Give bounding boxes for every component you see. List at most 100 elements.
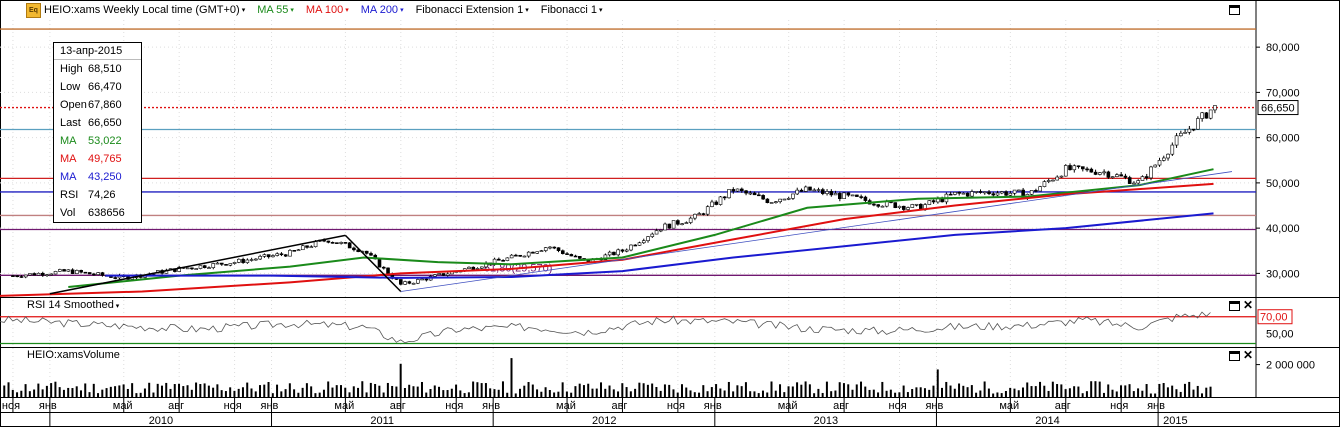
volume-bar <box>992 393 995 397</box>
volume-bar <box>476 382 479 397</box>
maximize-volume-pane-button[interactable] <box>1229 351 1240 361</box>
volume-bar <box>425 392 428 397</box>
indicator-ma55[interactable]: MA 55 ▾ <box>257 4 294 16</box>
volume-bar <box>744 382 747 397</box>
candle <box>343 242 348 244</box>
volume-bar <box>928 389 931 397</box>
volume-bar <box>160 385 163 397</box>
candle <box>769 202 774 204</box>
info-row: Last 66,650 <box>54 114 141 132</box>
rsi-pane-title[interactable]: RSI 14 Smoothed ▾ <box>27 299 120 311</box>
candle <box>1034 190 1038 192</box>
volume-bar <box>105 388 108 397</box>
volume-bar <box>983 381 986 397</box>
volume-bar <box>1141 390 1144 397</box>
candle <box>1098 172 1102 175</box>
volume-bar <box>766 392 769 397</box>
volume-bar <box>88 392 91 397</box>
candle <box>232 262 237 264</box>
info-row: RSI 74,26 <box>54 186 141 204</box>
candle <box>552 246 557 249</box>
volume-bar <box>382 392 385 397</box>
volume-bar <box>143 388 146 397</box>
volume-bar <box>582 385 585 397</box>
x-month-label: янв <box>39 400 57 412</box>
candle <box>641 240 646 244</box>
volume-bar <box>779 384 782 397</box>
volume-bar <box>463 393 466 397</box>
candle <box>1076 165 1081 168</box>
candle <box>437 273 441 275</box>
candle <box>991 193 996 196</box>
volume-bar <box>1154 393 1157 397</box>
volume-bar <box>800 384 803 397</box>
volume-bar <box>625 387 628 397</box>
volume-bar <box>634 388 637 397</box>
volume-bar <box>510 358 513 397</box>
candle <box>624 249 629 252</box>
candle <box>714 201 719 205</box>
info-row: Vol 638656 <box>54 204 141 222</box>
volume-bar <box>834 390 837 397</box>
volume-bar <box>75 386 78 397</box>
candle <box>820 189 825 194</box>
candle <box>100 272 105 276</box>
candle <box>501 260 505 262</box>
candle <box>727 189 731 199</box>
volume-pane-title[interactable]: HEIO:xamsVolume <box>27 349 120 361</box>
candle <box>381 266 386 269</box>
chart-title[interactable]: HEIO:xams Weekly Local time (GMT+0) ▾ <box>44 4 246 16</box>
volume-bar <box>310 386 313 397</box>
volume-bar <box>838 382 841 397</box>
volume-bar <box>847 384 850 397</box>
maximize-price-pane-button[interactable] <box>1229 5 1240 15</box>
candle <box>202 265 207 268</box>
candle <box>535 251 540 254</box>
candle <box>620 249 625 252</box>
x-month-label: ноя <box>224 400 242 412</box>
volume-bar <box>953 388 956 397</box>
x-month-label: ноя <box>1110 400 1128 412</box>
candle <box>748 192 753 195</box>
volume-bar <box>467 392 470 397</box>
candle <box>249 259 254 261</box>
x-year-label: 2013 <box>814 415 838 427</box>
candle <box>194 268 199 270</box>
indicator-ma200[interactable]: MA 200 ▾ <box>361 4 404 16</box>
candle <box>893 202 898 208</box>
volume-bar <box>975 392 978 397</box>
candle <box>850 194 855 197</box>
close-volume-pane-icon[interactable]: ✕ <box>1243 348 1254 362</box>
volume-bar <box>702 385 705 397</box>
candle <box>288 250 292 257</box>
volume-bar <box>501 381 504 397</box>
volume-bar <box>753 391 756 397</box>
volume-bar <box>864 386 867 397</box>
candle <box>185 267 190 270</box>
volume-bar <box>446 390 449 397</box>
info-date: 13-апр-2015 <box>54 43 141 60</box>
rsi-line <box>0 311 1211 344</box>
maximize-rsi-pane-button[interactable] <box>1229 301 1240 311</box>
volume-bar <box>1068 388 1071 397</box>
candle <box>927 200 932 205</box>
indicator-fib-extension[interactable]: Fibonacci Extension 1 ▾ <box>416 4 529 16</box>
volume-bar <box>450 388 453 397</box>
candle <box>245 259 250 263</box>
volume-bar <box>1188 381 1191 397</box>
info-value: 68,510 <box>88 63 122 75</box>
rsi-tick-label: 50,00 <box>1266 328 1294 340</box>
y-tick-label: 60,000 <box>1266 133 1300 145</box>
candle <box>578 256 582 259</box>
indicator-ma100[interactable]: MA 100 ▾ <box>306 4 349 16</box>
candle <box>1213 105 1217 111</box>
candle <box>1051 179 1055 182</box>
candle <box>953 191 957 195</box>
x-year-label: 2010 <box>149 415 173 427</box>
volume-bar <box>165 382 168 397</box>
indicator-fibonacci[interactable]: Fibonacci 1 ▾ <box>541 4 603 16</box>
candle <box>49 273 54 276</box>
candle <box>693 213 697 219</box>
close-rsi-pane-icon[interactable]: ✕ <box>1243 298 1254 312</box>
